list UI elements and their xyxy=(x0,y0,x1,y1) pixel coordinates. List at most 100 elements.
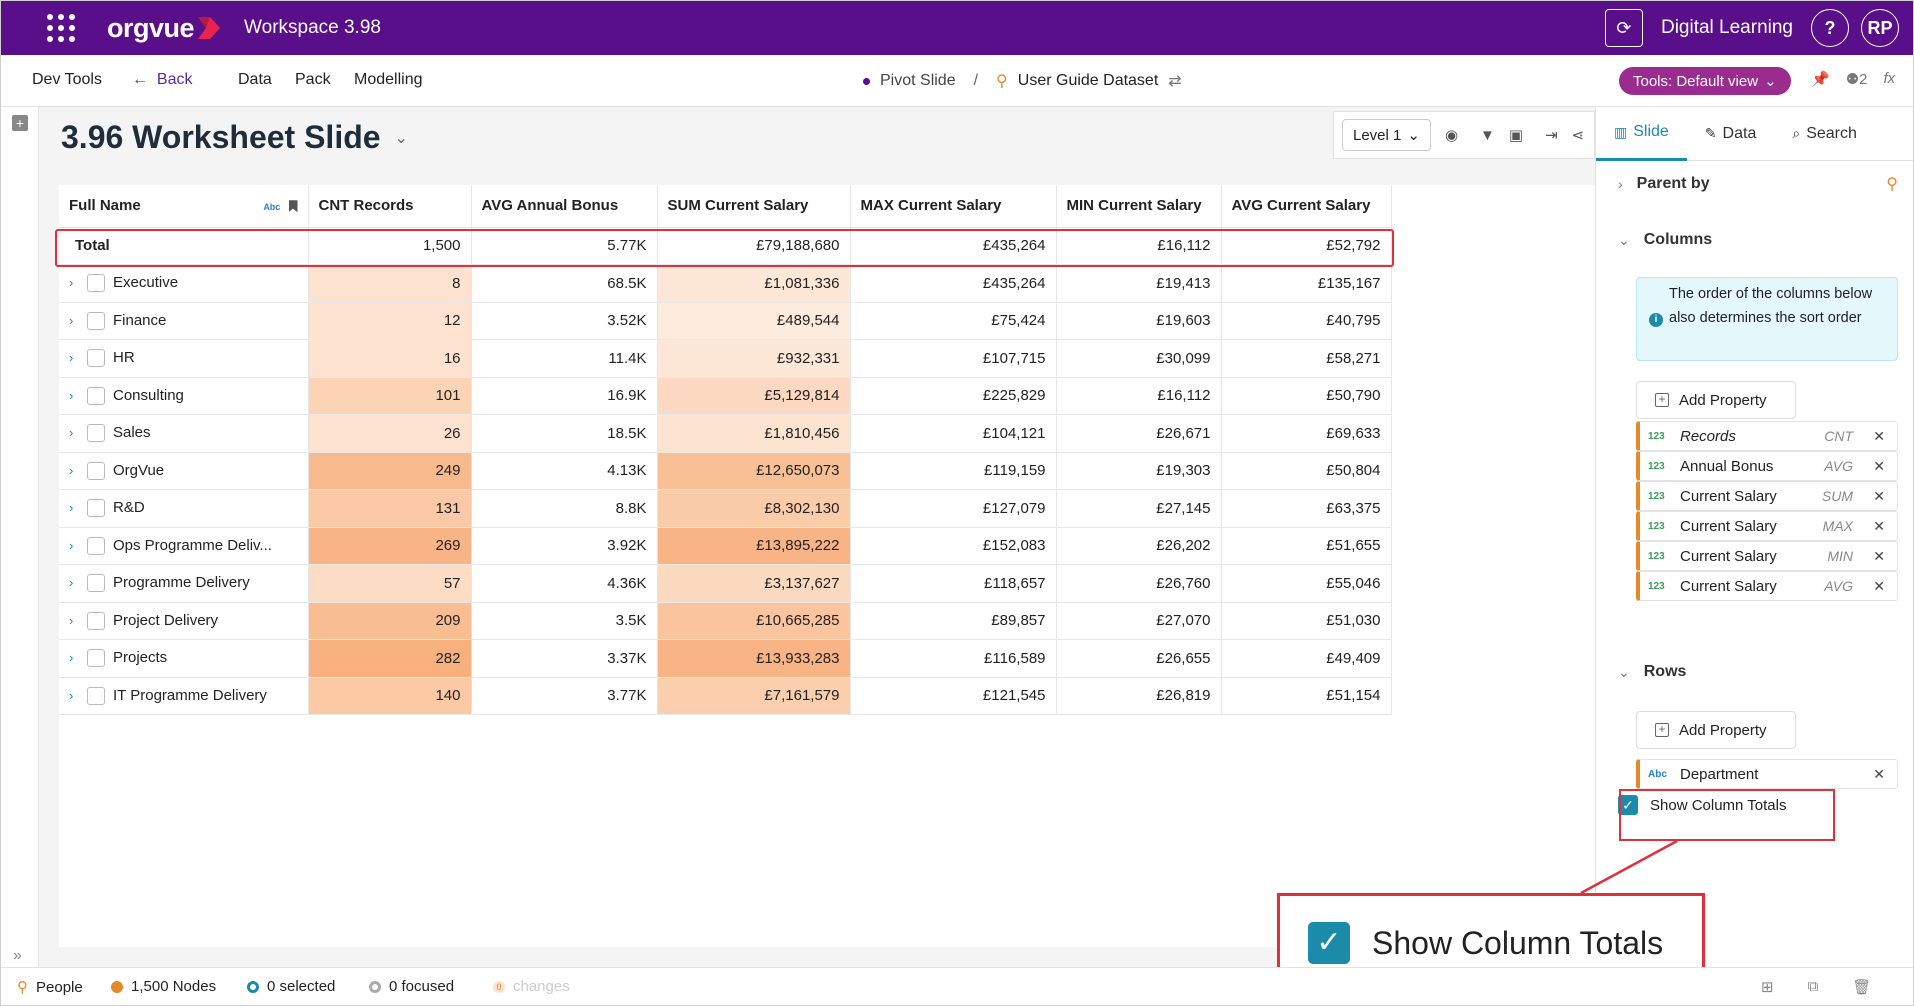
row-checkbox[interactable] xyxy=(87,574,105,593)
chevron-right-icon[interactable]: › xyxy=(69,575,74,591)
pack-menu[interactable]: Pack xyxy=(295,71,331,88)
tab-slide[interactable]: ▥ Slide xyxy=(1596,107,1687,161)
palette-icon[interactable]: ◉ xyxy=(1444,127,1459,144)
remove-icon[interactable]: ✕ xyxy=(1873,765,1885,782)
tab-search[interactable]: ⌕ Search xyxy=(1774,107,1875,161)
column-header-avg-annual-bonus[interactable]: AVG Annual Bonus xyxy=(471,185,658,228)
user-avatar[interactable]: RP xyxy=(1861,9,1899,47)
chevron-right-icon[interactable]: › xyxy=(69,387,74,403)
table-row[interactable]: › OrgVue 249 4.13K £12,650,073 £119,159 £19,30… xyxy=(59,452,1392,490)
column-header-sum-current-salary[interactable]: SUM Current Salary xyxy=(657,185,851,228)
column-property-item[interactable]: 123 Annual Bonus AVG ✕ xyxy=(1636,451,1898,481)
person-icon[interactable]: ⚲ xyxy=(1886,176,1898,193)
chevron-right-icon[interactable]: › xyxy=(69,500,74,516)
table-row[interactable]: › Project Delivery 209 3.5K £10,665,285 £89,8… xyxy=(59,602,1392,640)
back-link[interactable]: ← Back xyxy=(132,71,192,89)
row-checkbox[interactable] xyxy=(87,311,105,330)
aggregation-label[interactable]: SUM xyxy=(1821,488,1853,504)
row-checkbox[interactable] xyxy=(87,386,105,405)
column-property-item[interactable]: 123 Current Salary MAX ✕ xyxy=(1636,511,1898,541)
row-checkbox[interactable] xyxy=(87,424,105,443)
comment-icon[interactable]: ▣ xyxy=(1508,127,1524,144)
orgvue-logo[interactable]: orgvue xyxy=(107,13,222,44)
level-select[interactable]: Level 1 ⌄ xyxy=(1342,119,1431,151)
aggregation-label[interactable]: AVG xyxy=(1824,458,1853,474)
table-row[interactable]: › Sales 26 18.5K £1,810,456 £104,121 £26,671 £6… xyxy=(59,414,1392,453)
chevron-right-icon[interactable]: › xyxy=(69,462,74,478)
row-checkbox[interactable] xyxy=(87,611,105,630)
refresh-button[interactable]: ⟳ xyxy=(1604,9,1643,47)
column-property-item[interactable]: 123 Current Salary SUM ✕ xyxy=(1636,481,1898,511)
digital-learning-label[interactable]: Digital Learning xyxy=(1660,17,1793,38)
bookmark-icon[interactable] xyxy=(288,200,298,213)
column-header-min-current-salary[interactable]: MIN Current Salary xyxy=(1056,185,1222,228)
column-header-avg-current-salary[interactable]: AVG Current Salary xyxy=(1221,185,1392,228)
row-checkbox[interactable] xyxy=(87,461,105,480)
table-row[interactable]: › Consulting 101 16.9K £5,129,814 £225,829 £16… xyxy=(59,377,1392,415)
slide-title[interactable]: 3.96 Worksheet Slide ⌄ xyxy=(61,119,408,156)
breadcrumb-dataset[interactable]: User Guide Dataset xyxy=(1017,72,1159,89)
aggregation-label[interactable]: CNT xyxy=(1824,428,1853,444)
nodes-status[interactable]: 1,500 Nodes xyxy=(111,978,216,995)
chevron-right-icon[interactable]: › xyxy=(69,312,74,328)
add-icon[interactable]: ⊞ xyxy=(1761,979,1774,996)
add-row-property-button[interactable]: + Add Property xyxy=(1636,711,1796,749)
row-checkbox[interactable] xyxy=(87,274,105,293)
row-property-department[interactable]: Abc Department ✕ xyxy=(1636,759,1898,789)
share-icon[interactable]: ⋖ xyxy=(1571,127,1585,144)
chevron-right-icon[interactable]: › xyxy=(69,687,74,703)
aggregation-label[interactable]: MIN xyxy=(1827,548,1853,564)
remove-icon[interactable]: ✕ xyxy=(1873,577,1885,594)
rows-section[interactable]: ⌄ Rows xyxy=(1596,663,1686,681)
tab-data[interactable]: ✎ Data xyxy=(1687,107,1775,161)
data-menu[interactable]: Data xyxy=(238,71,272,88)
remove-icon[interactable]: ✕ xyxy=(1873,427,1885,444)
table-row[interactable]: › Programme Delivery 57 4.36K £3,137,627 £118… xyxy=(59,564,1392,603)
chevron-right-icon[interactable]: › xyxy=(69,275,74,291)
row-checkbox[interactable] xyxy=(87,349,105,368)
people-status[interactable]: ⚲ People xyxy=(17,978,83,997)
row-checkbox[interactable] xyxy=(87,686,105,705)
users-icon[interactable]: ⚉2 xyxy=(1845,71,1868,88)
aggregation-label[interactable]: MAX xyxy=(1822,518,1853,534)
columns-section[interactable]: ⌄ Columns xyxy=(1596,231,1712,249)
row-checkbox[interactable] xyxy=(87,649,105,668)
dev-tools-link[interactable]: Dev Tools xyxy=(32,71,102,88)
chevron-right-icon[interactable]: › xyxy=(69,425,74,441)
row-checkbox[interactable] xyxy=(87,536,105,555)
filter-icon[interactable]: ▼ xyxy=(1480,126,1495,144)
apps-grid-icon[interactable] xyxy=(45,12,77,44)
expand-sidebar-icon[interactable]: » xyxy=(13,947,22,964)
column-property-item[interactable]: 123 Records CNT ✕ xyxy=(1636,421,1898,451)
table-row[interactable]: › HR 16 11.4K £932,331 £107,715 £30,099 £58,271 xyxy=(59,339,1392,378)
table-row[interactable]: › Ops Programme Deliv... 269 3.92K £13,895,2… xyxy=(59,527,1392,565)
export-icon[interactable]: ⇥ xyxy=(1545,127,1558,144)
chevron-right-icon[interactable]: › xyxy=(69,650,74,666)
swap-icon[interactable]: ⇄ xyxy=(1168,73,1182,90)
remove-icon[interactable]: ✕ xyxy=(1873,487,1885,504)
parent-by-section[interactable]: › Parent by ⚲ xyxy=(1596,175,1914,193)
tools-view-dropdown[interactable]: Tools: Default view ⌄ xyxy=(1619,67,1791,95)
focused-status[interactable]: 0 focused xyxy=(369,978,454,995)
column-header-max-current-salary[interactable]: MAX Current Salary xyxy=(850,185,1057,228)
table-row[interactable]: › Finance 12 3.52K £489,544 £75,424 £19,603 £40… xyxy=(59,302,1392,340)
aggregation-label[interactable]: AVG xyxy=(1824,578,1853,594)
remove-icon[interactable]: ✕ xyxy=(1873,517,1885,534)
column-property-item[interactable]: 123 Current Salary MIN ✕ xyxy=(1636,541,1898,571)
column-property-item[interactable]: 123 Current Salary AVG ✕ xyxy=(1636,571,1898,601)
table-row[interactable]: › Projects 282 3.37K £13,933,283 £116,589 £26,… xyxy=(59,639,1392,678)
chevron-right-icon[interactable]: › xyxy=(69,350,74,366)
fx-icon[interactable]: fx xyxy=(1883,70,1896,87)
table-row[interactable]: › Executive 8 68.5K £1,081,336 £435,264 £19,41… xyxy=(59,264,1392,303)
remove-icon[interactable]: ✕ xyxy=(1873,547,1885,564)
help-button[interactable]: ? xyxy=(1811,9,1849,47)
chevron-right-icon[interactable]: › xyxy=(69,612,74,628)
trash-icon[interactable]: 🗑 xyxy=(1852,979,1872,996)
selected-status[interactable]: 0 selected xyxy=(247,978,335,995)
remove-icon[interactable]: ✕ xyxy=(1873,457,1885,474)
add-column-property-button[interactable]: + Add Property xyxy=(1636,381,1796,419)
pin-icon[interactable]: 📌 xyxy=(1811,71,1830,88)
add-slide-icon[interactable]: + xyxy=(12,115,28,131)
changes-status[interactable]: 0 changes xyxy=(493,978,570,995)
row-checkbox[interactable] xyxy=(87,499,105,518)
